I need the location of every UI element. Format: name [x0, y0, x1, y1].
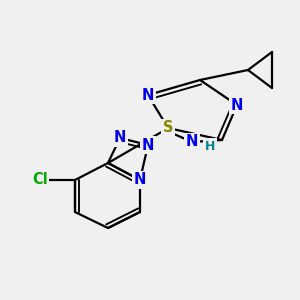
- Text: Cl: Cl: [32, 172, 48, 188]
- Text: N: N: [142, 137, 154, 152]
- Text: S: S: [163, 121, 173, 136]
- Text: N: N: [186, 134, 198, 149]
- Text: N: N: [134, 172, 146, 188]
- Text: N: N: [231, 98, 243, 112]
- Text: N: N: [114, 130, 126, 146]
- Text: H: H: [205, 140, 215, 152]
- Text: N: N: [142, 88, 154, 103]
